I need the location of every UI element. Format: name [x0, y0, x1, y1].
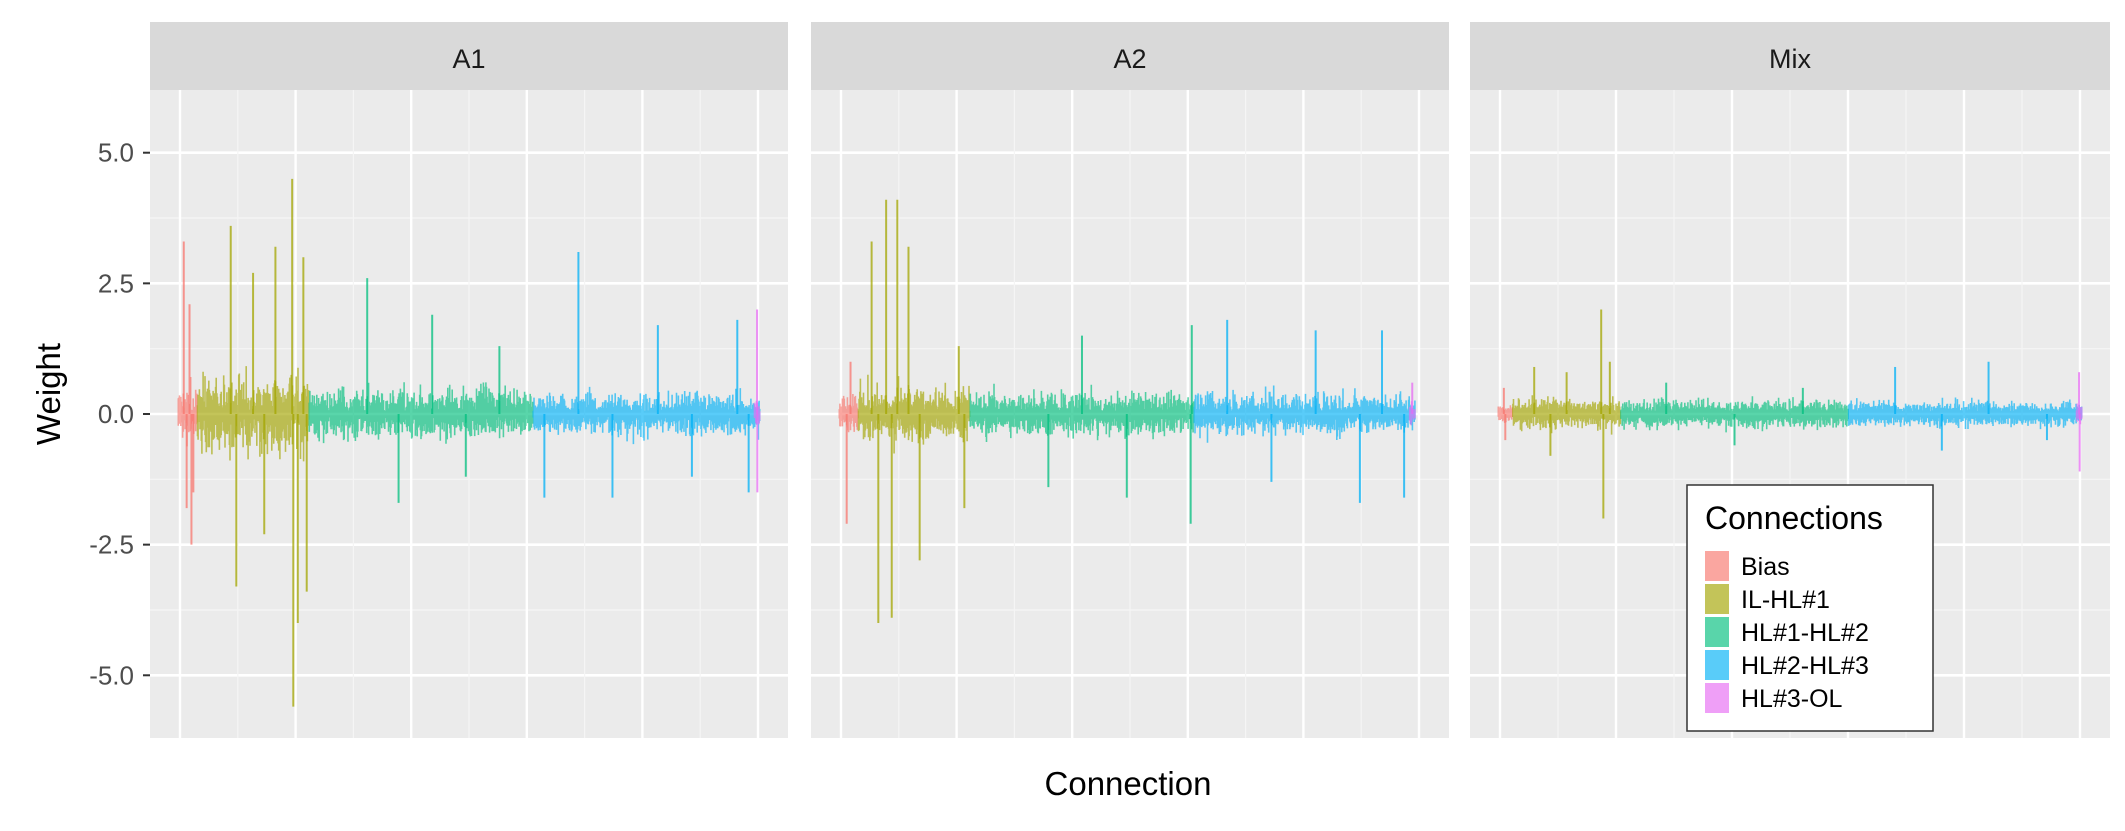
y-tick-label: -5.0 — [89, 660, 134, 690]
series-hl2-hl3 — [1847, 397, 2083, 430]
weight-series — [1497, 309, 2083, 519]
weight-series — [838, 199, 1416, 624]
legend-swatch — [1705, 584, 1729, 614]
series-hl2-hl3 — [532, 386, 761, 445]
legend: Connections Bias IL-HL#1 HL#1-HL#2 HL#2-HL#3… — [1686, 484, 1934, 732]
y-axis-title: Weight — [30, 343, 67, 445]
legend-swatch — [1705, 683, 1729, 713]
facet-label: Mix — [1769, 44, 1811, 74]
series-hl1-hl2 — [969, 383, 1195, 442]
facet-strip — [150, 22, 788, 90]
legend-entry-label: HL#3-OL — [1741, 685, 1843, 713]
legend-entry-label: HL#1-HL#2 — [1741, 619, 1869, 647]
legend-swatch — [1705, 650, 1729, 680]
legend-swatch — [1705, 551, 1729, 581]
facet-label: A1 — [452, 44, 485, 74]
legend-entry-label: Bias — [1741, 553, 1790, 581]
y-tick-label: 0.0 — [98, 399, 134, 429]
facet-panel-a1: A1 — [150, 22, 788, 738]
facet-label: A2 — [1113, 44, 1146, 74]
y-tick-label: 5.0 — [98, 138, 134, 168]
facet-strip — [811, 22, 1449, 90]
x-axis-title: Connection — [1045, 765, 1212, 802]
series-hl1-hl2 — [308, 382, 534, 444]
series-il-hl1 — [1512, 395, 1622, 435]
facet-panel-a2: A2 — [811, 22, 1449, 738]
series-hl2-hl3 — [1193, 385, 1416, 443]
y-axis: -5.0 -2.5 0.0 2.5 5.0 — [89, 138, 150, 690]
series-hl1-hl2 — [1620, 396, 1849, 433]
series-bias — [177, 377, 198, 447]
legend-swatch — [1705, 617, 1729, 647]
y-tick-label: 2.5 — [98, 268, 134, 298]
legend-title: Connections — [1705, 500, 1883, 536]
legend-entry-label: HL#2-HL#3 — [1741, 652, 1869, 680]
facet-strip — [1470, 22, 2110, 90]
weight-series — [177, 178, 761, 707]
legend-entry-label: IL-HL#1 — [1741, 586, 1830, 614]
y-tick-label: -2.5 — [89, 530, 134, 560]
